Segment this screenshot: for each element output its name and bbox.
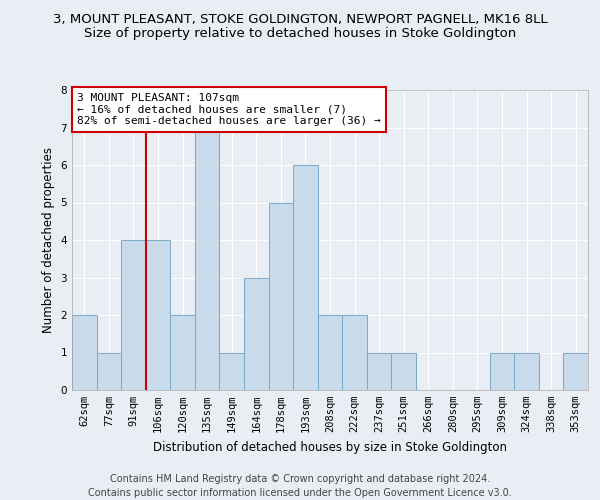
Text: Size of property relative to detached houses in Stoke Goldington: Size of property relative to detached ho…	[84, 28, 516, 40]
X-axis label: Distribution of detached houses by size in Stoke Goldington: Distribution of detached houses by size …	[153, 440, 507, 454]
Bar	[514, 352, 539, 390]
Bar	[97, 352, 121, 390]
Bar	[318, 315, 342, 390]
Bar	[146, 240, 170, 390]
Bar	[367, 352, 391, 390]
Bar	[220, 352, 244, 390]
Bar	[563, 352, 588, 390]
Text: Contains HM Land Registry data © Crown copyright and database right 2024.
Contai: Contains HM Land Registry data © Crown c…	[88, 474, 512, 498]
Bar	[293, 165, 318, 390]
Bar	[195, 128, 220, 390]
Text: 3, MOUNT PLEASANT, STOKE GOLDINGTON, NEWPORT PAGNELL, MK16 8LL: 3, MOUNT PLEASANT, STOKE GOLDINGTON, NEW…	[53, 12, 547, 26]
Bar	[342, 315, 367, 390]
Bar	[244, 278, 269, 390]
Text: 3 MOUNT PLEASANT: 107sqm
← 16% of detached houses are smaller (7)
82% of semi-de: 3 MOUNT PLEASANT: 107sqm ← 16% of detach…	[77, 93, 381, 126]
Bar	[170, 315, 195, 390]
Bar	[269, 202, 293, 390]
Bar	[121, 240, 146, 390]
Bar	[490, 352, 514, 390]
Y-axis label: Number of detached properties: Number of detached properties	[42, 147, 55, 333]
Bar	[391, 352, 416, 390]
Bar	[72, 315, 97, 390]
